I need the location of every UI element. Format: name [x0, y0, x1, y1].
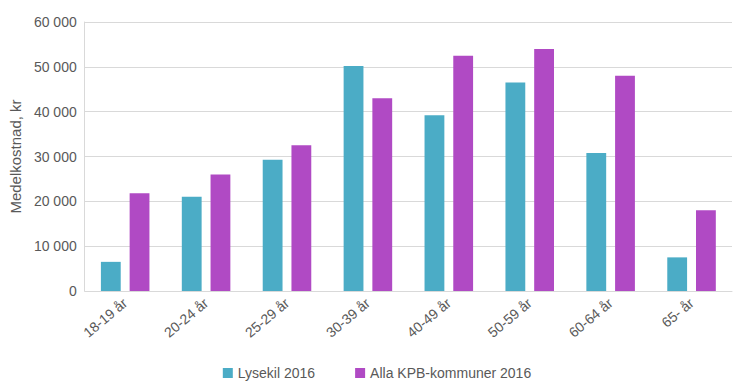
svg-text:Medelkostnad, kr: Medelkostnad, kr	[7, 99, 24, 213]
svg-text:30-39 år: 30-39 år	[323, 295, 373, 341]
svg-text:50-59 år: 50-59 år	[485, 295, 535, 341]
svg-text:20 000: 20 000	[34, 193, 77, 209]
svg-text:50 000: 50 000	[34, 59, 77, 75]
svg-text:60-64 år: 60-64 år	[566, 295, 616, 341]
svg-text:18-19 år: 18-19 år	[80, 295, 130, 341]
svg-text:20-24 år: 20-24 år	[161, 295, 211, 341]
svg-text:Alla KPB-kommuner 2016: Alla KPB-kommuner 2016	[370, 365, 531, 381]
svg-text:0: 0	[69, 283, 77, 299]
svg-text:40 000: 40 000	[34, 104, 77, 120]
svg-text:40-49 år: 40-49 år	[404, 295, 454, 341]
svg-text:65- år: 65- år	[658, 295, 697, 331]
svg-text:30 000: 30 000	[34, 149, 77, 165]
svg-text:60 000: 60 000	[34, 14, 77, 30]
svg-text:Lysekil 2016: Lysekil 2016	[238, 365, 316, 381]
svg-text:25-29 år: 25-29 år	[242, 295, 292, 341]
svg-text:10 000: 10 000	[34, 238, 77, 254]
